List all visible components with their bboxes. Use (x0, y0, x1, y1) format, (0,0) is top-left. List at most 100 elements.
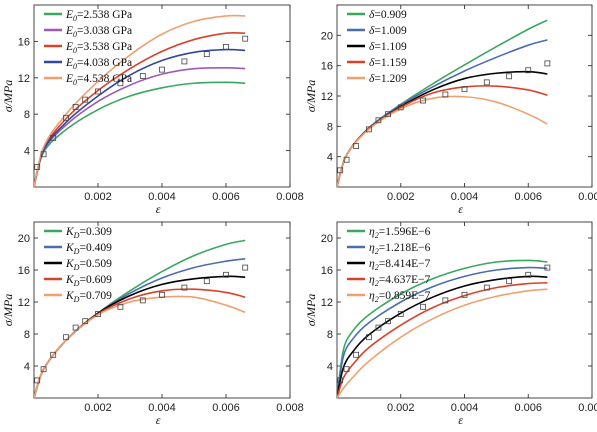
legend: η2=1.596E−6 η2=1.218E−6 η2=8.414E−7 η2=4.63… (347, 226, 431, 304)
x-tick-label: 0.002 (84, 191, 112, 203)
experimental-point (40, 366, 47, 373)
y-tick-label: 16 (321, 265, 333, 277)
y-tick-label: 12 (18, 297, 30, 309)
experimental-point (34, 164, 41, 170)
experimental-point (203, 278, 210, 285)
experimental-point (63, 334, 69, 341)
series-line-5 (337, 95, 548, 187)
legend-entry: δ=1.159 (369, 57, 407, 69)
legend-entry: KD=0.509 (65, 258, 112, 272)
legend: E0=2.538 GPa E0=3.038 GPa E0=3.538 GPa E0=4… (44, 9, 132, 87)
x-tick-label: 0.006 (212, 191, 240, 203)
y-tick-label: 8 (24, 329, 30, 341)
legend-entry: η2=1.596E−6 (369, 226, 431, 240)
experimental-point (50, 134, 57, 141)
experimental-point (139, 73, 146, 79)
experimental-point (506, 278, 513, 285)
x-tick-label: 0.008 (276, 191, 304, 203)
x-tick-label: 0.008 (276, 402, 304, 414)
experimental-point (397, 311, 404, 317)
x-tick-label: 0.008 (578, 402, 597, 414)
x-axis-label: ε (458, 413, 463, 427)
experimental-point (82, 96, 89, 103)
y-axis-label: σ/MPa (1, 294, 15, 327)
series-line-4 (34, 48, 246, 187)
y-tick-label: 8 (327, 121, 333, 133)
experimental-point (159, 291, 165, 298)
series-line-2 (34, 66, 246, 187)
experimental-point (223, 43, 229, 50)
series-line-5 (34, 14, 246, 187)
y-tick-label: 8 (327, 329, 333, 341)
y-tick-label: 20 (321, 30, 333, 42)
x-tick-label: 0.004 (451, 191, 479, 203)
x-tick-label: 0.006 (514, 402, 542, 414)
experimental-point (525, 67, 532, 74)
legend-entry: δ=1.109 (369, 41, 407, 53)
experimental-point (82, 318, 89, 325)
experimental-point (343, 156, 350, 163)
legend-entry: KD=0.609 (65, 274, 112, 288)
panel-e0: 0.002 0.004 0.006 0.008 4 8 12 16 ε σ/MPa E0=2.538… (1, 4, 304, 216)
series-line-1 (34, 81, 246, 187)
x-tick-label: 0.002 (387, 402, 415, 414)
series-line-1 (337, 259, 548, 398)
series-line-4 (337, 85, 548, 187)
experimental-point (181, 284, 188, 291)
experimental-point (442, 91, 449, 98)
legend-entry: η2=0.859E−7 (369, 290, 431, 304)
experimental-point (397, 104, 404, 111)
experimental-point (72, 104, 79, 110)
experimental-point (139, 297, 146, 304)
legend-entry: η2=4.637E−7 (369, 274, 431, 288)
panel-eta2: 0.002 0.004 0.006 0.008 4 8 12 16 20 ε σ/MPa η2=1.5… (304, 221, 597, 427)
legend-entry: KD=0.409 (65, 242, 112, 256)
experimental-point (223, 271, 229, 278)
x-tick-label: 0.006 (212, 402, 240, 414)
legend-entry: E0=3.038 GPa (65, 25, 132, 39)
y-tick-label: 16 (18, 265, 30, 277)
y-tick-label: 4 (327, 152, 333, 164)
panel-delta: 0.002 0.004 0.006 0.008 4 8 12 16 20 ε σ/MPa δ=0.90… (304, 4, 597, 216)
experimental-point (353, 143, 360, 149)
x-axis-label: ε (156, 202, 161, 216)
experimental-point (95, 311, 101, 317)
series-line-4 (34, 288, 246, 398)
x-axis-label: ε (156, 413, 161, 427)
y-tick-label: 20 (321, 233, 333, 245)
experimental-point (117, 80, 124, 87)
experimental-point (483, 284, 490, 291)
experimental-point (461, 86, 468, 93)
y-tick-label: 16 (18, 36, 30, 48)
experimental-point (420, 97, 426, 104)
legend-entry: δ=1.009 (369, 25, 407, 37)
experimental-point (506, 73, 513, 80)
experimental-point (242, 264, 249, 271)
experimental-point (50, 351, 57, 358)
experimental-point (117, 303, 124, 310)
legend-entry: KD=0.709 (65, 290, 112, 304)
experimental-point (337, 377, 344, 384)
legend-entry: δ=0.909 (369, 9, 407, 21)
x-tick-label: 0.008 (578, 191, 597, 203)
experimental-point (95, 88, 101, 95)
y-axis-label: σ/MPa (304, 80, 318, 113)
series-line-3 (34, 31, 246, 187)
experimental-point (483, 79, 490, 86)
y-tick-label: 12 (321, 297, 333, 309)
experimental-point (343, 366, 350, 373)
experimental-point (365, 126, 372, 133)
legend-entry: η2=8.414E−7 (369, 258, 431, 272)
x-tick-label: 0.006 (514, 191, 542, 203)
experimental-point (375, 117, 382, 124)
x-tick-label: 0.004 (148, 402, 176, 414)
experimental-point (337, 167, 344, 174)
experimental-point (181, 58, 188, 65)
experimental-point (420, 303, 426, 310)
experimental-point (203, 51, 210, 58)
series-line-3 (337, 275, 548, 398)
y-tick-label: 4 (327, 361, 333, 373)
experimental-point (385, 111, 391, 118)
series-line-2 (337, 266, 548, 398)
